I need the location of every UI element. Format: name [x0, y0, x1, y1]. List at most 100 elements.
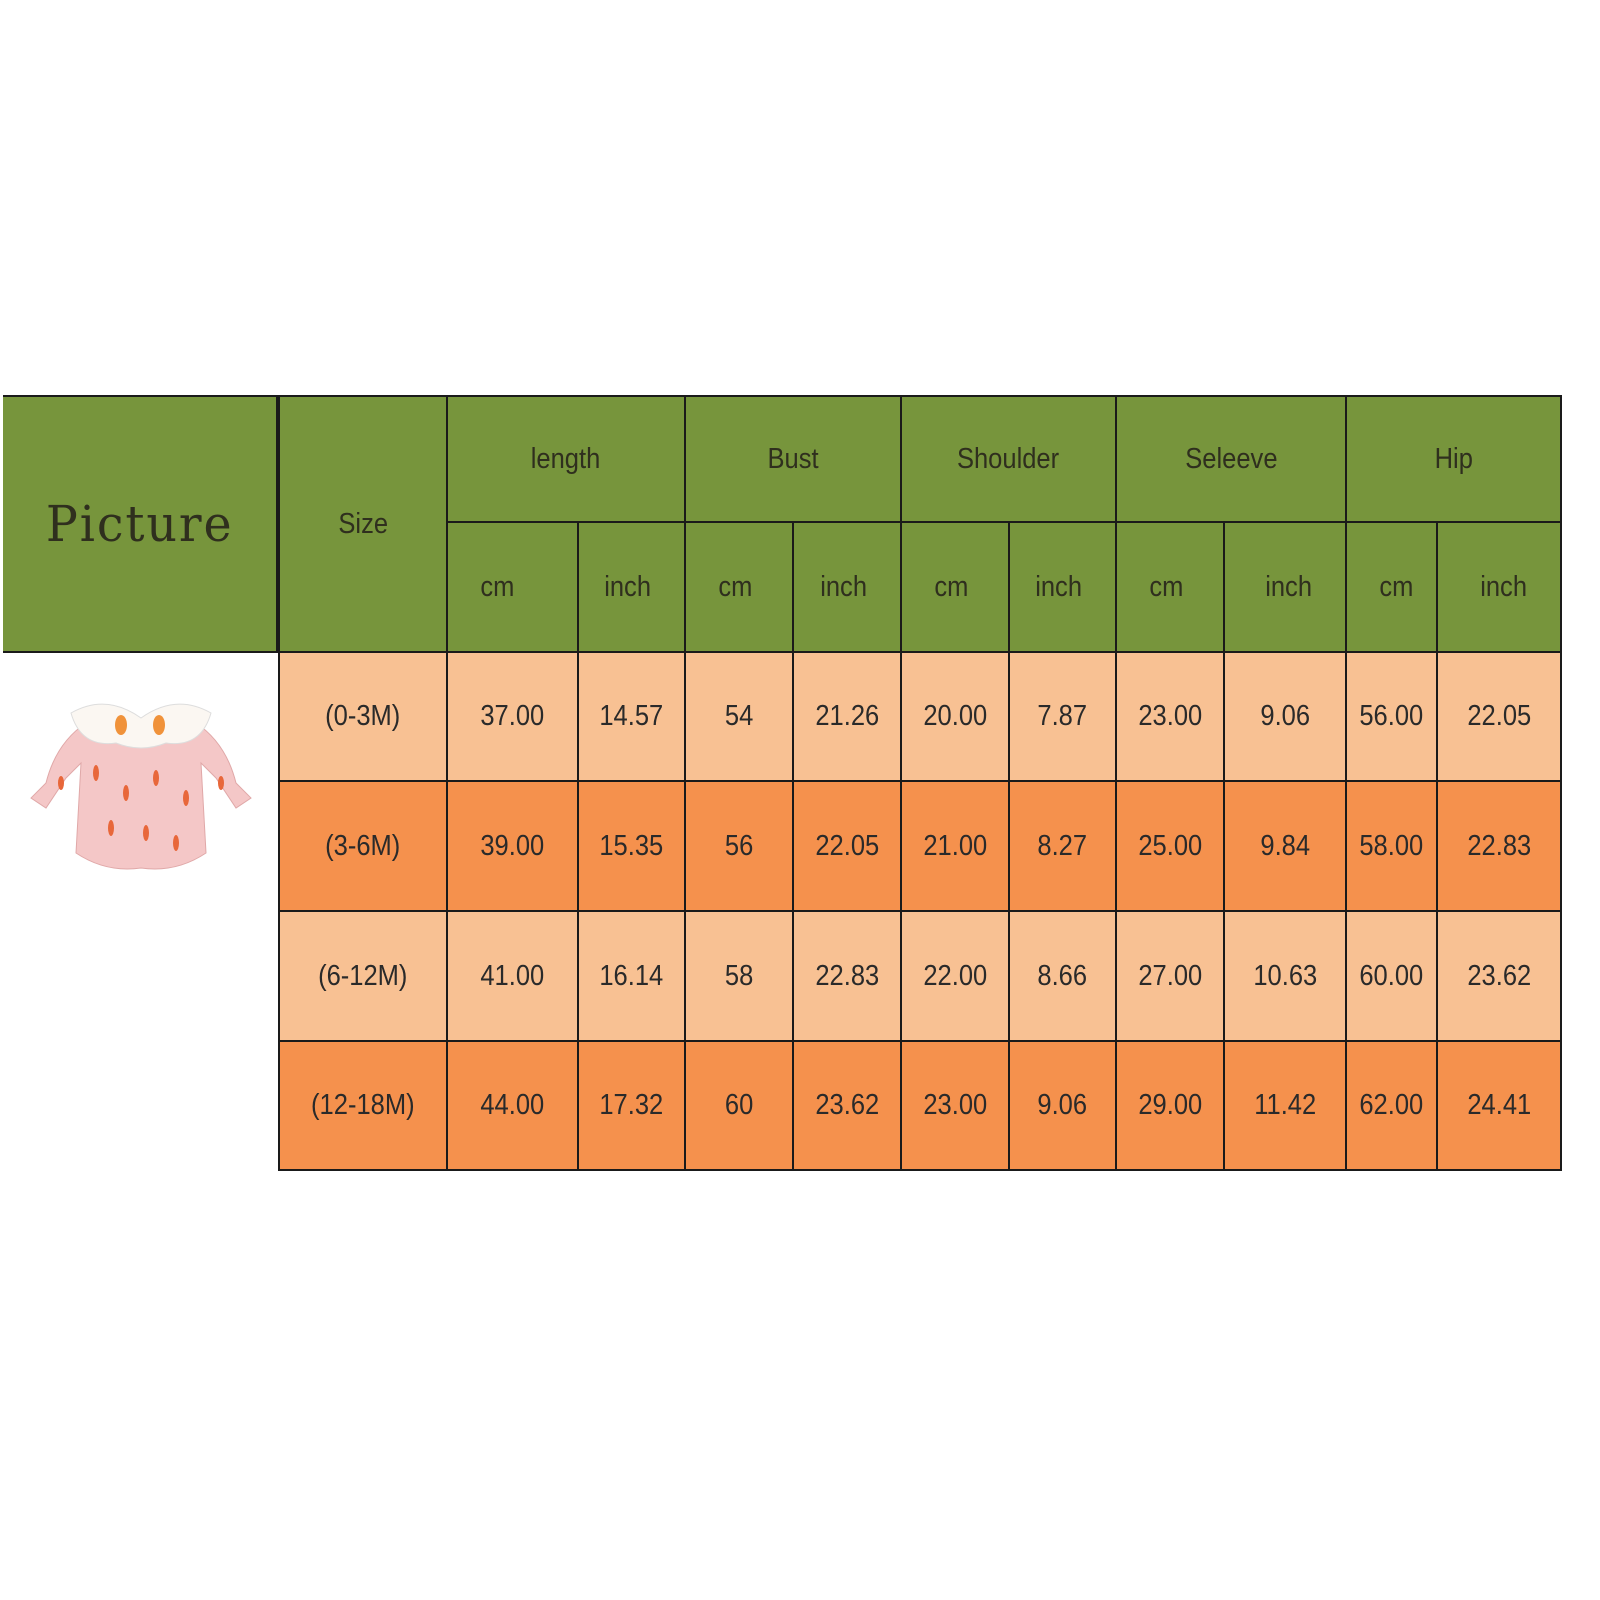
value-cell-text: 9.84: [1260, 829, 1310, 862]
header-shoulder-text: Shoulder: [957, 442, 1060, 475]
value-cell-text: 22.00: [923, 959, 987, 992]
value-cell: 9.06: [1010, 1042, 1117, 1171]
unit-inch: inch: [1010, 523, 1117, 653]
header-hip: Hip: [1347, 395, 1562, 523]
size-cell: (0-3M): [278, 653, 448, 782]
value-cell: 44.00: [448, 1042, 579, 1171]
value-cell: 10.63: [1225, 912, 1347, 1042]
header-seleeve-text: Seleeve: [1184, 442, 1278, 475]
value-cell-text: 9.06: [1260, 700, 1310, 732]
value-cell: 37.00: [448, 653, 579, 782]
value-cell: 21.26: [794, 653, 902, 782]
value-cell: 20.00: [902, 653, 1010, 782]
product-image: [29, 703, 252, 870]
value-cell: 8.27: [1010, 782, 1117, 912]
value-cell-text: 58.00: [1359, 829, 1424, 862]
value-cell: 56: [686, 782, 794, 912]
header-hip-text: Hip: [1434, 442, 1473, 475]
value-cell-text: 62.00: [1359, 1089, 1424, 1121]
unit-inch: inch: [1225, 523, 1347, 653]
size-cell-text: (12-18M): [311, 1089, 415, 1121]
unit-cm-text: cm: [934, 570, 969, 603]
value-cell: 29.00: [1117, 1042, 1225, 1171]
header-length-text: length: [531, 442, 601, 475]
value-cell-text: 24.41: [1467, 1089, 1531, 1121]
picture-header: Picture: [3, 395, 278, 653]
value-cell-text: 23.62: [815, 1089, 879, 1121]
value-cell-text: 21.26: [815, 700, 879, 732]
value-cell-text: 15.35: [599, 829, 664, 862]
picture-header-label: Picture: [45, 495, 234, 553]
unit-inch: inch: [794, 523, 902, 653]
value-cell: 9.84: [1225, 782, 1347, 912]
value-cell: 58: [686, 912, 794, 1042]
value-cell-text: 58: [724, 959, 754, 992]
value-cell-text: 27.00: [1138, 959, 1202, 992]
value-cell-text: 9.06: [1037, 1089, 1088, 1121]
size-header: Size: [278, 395, 448, 653]
value-cell-text: 39.00: [480, 829, 545, 862]
unit-cm: cm: [902, 523, 1010, 653]
unit-inch-text: inch: [603, 570, 651, 603]
size-cell: (3-6M): [278, 782, 448, 912]
value-cell: 24.41: [1438, 1042, 1562, 1171]
value-cell: 62.00: [1347, 1042, 1438, 1171]
value-cell: 22.05: [794, 782, 902, 912]
unit-inch-text: inch: [1479, 570, 1527, 603]
value-cell: 60.00: [1347, 912, 1438, 1042]
value-cell: 23.62: [794, 1042, 902, 1171]
size-cell: (12-18M): [278, 1042, 448, 1171]
value-cell-text: 22.05: [1467, 700, 1531, 732]
value-cell: 16.14: [579, 912, 686, 1042]
value-cell-text: 41.00: [480, 959, 545, 992]
value-cell-text: 20.00: [923, 700, 987, 732]
value-cell-text: 17.32: [599, 1089, 664, 1121]
unit-cm-text: cm: [1149, 570, 1184, 603]
value-cell-text: 22.83: [1467, 829, 1531, 862]
size-cell: (6-12M): [278, 912, 448, 1042]
value-cell: 15.35: [579, 782, 686, 912]
value-cell: 39.00: [448, 782, 579, 912]
value-cell: 8.66: [1010, 912, 1117, 1042]
value-cell: 60: [686, 1042, 794, 1171]
value-cell-text: 23.62: [1467, 959, 1531, 992]
value-cell-text: 23.00: [1138, 700, 1202, 732]
value-cell: 41.00: [448, 912, 579, 1042]
unit-inch: inch: [579, 523, 686, 653]
size-cell-text: (3-6M): [325, 829, 401, 862]
value-cell-text: 14.57: [599, 700, 664, 732]
value-cell: 9.06: [1225, 653, 1347, 782]
value-cell-text: 56.00: [1359, 700, 1424, 732]
value-cell: 21.00: [902, 782, 1010, 912]
value-cell: 17.32: [579, 1042, 686, 1171]
header-bust-text: Bust: [767, 442, 819, 475]
size-cell-text: (6-12M): [318, 959, 408, 992]
value-cell-text: 23.00: [923, 1089, 987, 1121]
value-cell-text: 25.00: [1138, 829, 1202, 862]
value-cell: 56.00: [1347, 653, 1438, 782]
value-cell: 27.00: [1117, 912, 1225, 1042]
value-cell: 22.83: [1438, 782, 1562, 912]
value-cell: 22.05: [1438, 653, 1562, 782]
value-cell-text: 56: [724, 829, 754, 862]
value-cell-text: 22.83: [815, 959, 879, 992]
value-cell: 58.00: [1347, 782, 1438, 912]
unit-cm-text: cm: [1379, 570, 1414, 603]
header-length: length: [448, 395, 686, 523]
size-cell-text: (0-3M): [325, 700, 401, 732]
value-cell-text: 29.00: [1138, 1089, 1202, 1121]
header-shoulder: Shoulder: [902, 395, 1117, 523]
value-cell: 23.00: [902, 1042, 1010, 1171]
unit-cm: cm: [686, 523, 794, 653]
unit-inch-text: inch: [1264, 570, 1312, 603]
unit-cm-text: cm: [718, 570, 753, 603]
product-picture-cell: [3, 653, 278, 1171]
value-cell-text: 21.00: [923, 829, 987, 862]
value-cell-text: 7.87: [1037, 700, 1088, 732]
value-cell-text: 16.14: [599, 959, 664, 992]
unit-cm: cm: [1117, 523, 1225, 653]
value-cell-text: 44.00: [480, 1089, 545, 1121]
unit-cm-text: cm: [480, 570, 515, 603]
value-cell: 22.00: [902, 912, 1010, 1042]
value-cell: 7.87: [1010, 653, 1117, 782]
